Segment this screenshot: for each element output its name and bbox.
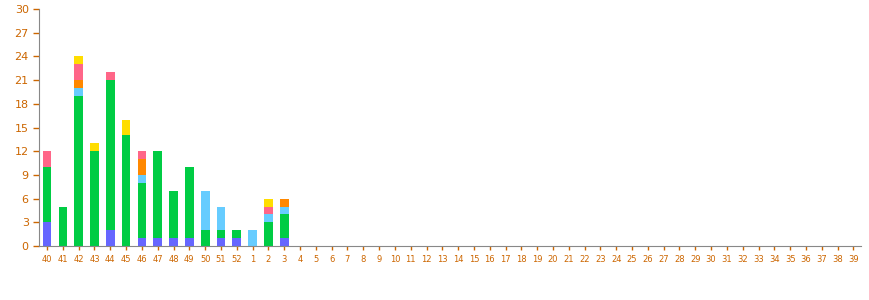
Bar — [280, 206, 289, 214]
Bar — [58, 206, 67, 246]
Bar — [153, 151, 162, 238]
Bar — [137, 175, 146, 183]
Bar — [137, 183, 146, 238]
Bar — [153, 238, 162, 246]
Bar — [201, 191, 209, 230]
Bar — [264, 214, 273, 222]
Bar — [74, 88, 83, 96]
Bar — [185, 167, 194, 238]
Bar — [137, 159, 146, 175]
Bar — [122, 135, 130, 246]
Bar — [74, 96, 83, 246]
Bar — [90, 143, 99, 151]
Bar — [216, 238, 225, 246]
Bar — [74, 80, 83, 88]
Bar — [122, 120, 130, 135]
Bar — [232, 238, 241, 246]
Bar — [43, 151, 51, 167]
Bar — [185, 238, 194, 246]
Bar — [137, 238, 146, 246]
Bar — [106, 230, 115, 246]
Bar — [264, 199, 273, 206]
Bar — [264, 206, 273, 214]
Bar — [248, 230, 256, 246]
Bar — [43, 222, 51, 246]
Bar — [106, 80, 115, 230]
Bar — [280, 199, 289, 206]
Bar — [280, 214, 289, 238]
Bar — [216, 230, 225, 238]
Bar — [90, 151, 99, 246]
Bar — [216, 206, 225, 230]
Bar — [74, 56, 83, 64]
Bar — [280, 238, 289, 246]
Bar — [201, 230, 209, 246]
Bar — [169, 191, 177, 238]
Bar — [137, 151, 146, 159]
Bar — [106, 72, 115, 80]
Bar — [43, 167, 51, 222]
Bar — [264, 222, 273, 246]
Bar — [169, 238, 177, 246]
Bar — [74, 64, 83, 80]
Bar — [232, 230, 241, 238]
